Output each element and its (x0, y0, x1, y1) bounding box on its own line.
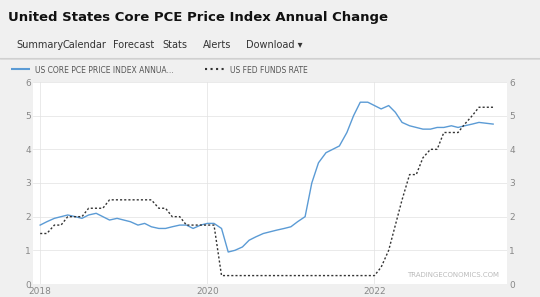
Text: Stats: Stats (162, 40, 187, 50)
Text: Alerts: Alerts (202, 40, 231, 50)
Text: Download ▾: Download ▾ (246, 40, 302, 50)
Text: TRADINGECONOMICS.COM: TRADINGECONOMICS.COM (407, 272, 500, 278)
Text: Forecast: Forecast (113, 40, 154, 50)
Text: US FED FUNDS RATE: US FED FUNDS RATE (230, 66, 307, 75)
Text: United States Core PCE Price Index Annual Change: United States Core PCE Price Index Annua… (8, 11, 388, 24)
Text: Calendar: Calendar (62, 40, 106, 50)
Text: Summary: Summary (16, 40, 63, 50)
Text: US CORE PCE PRICE INDEX ANNUA...: US CORE PCE PRICE INDEX ANNUA... (35, 66, 174, 75)
